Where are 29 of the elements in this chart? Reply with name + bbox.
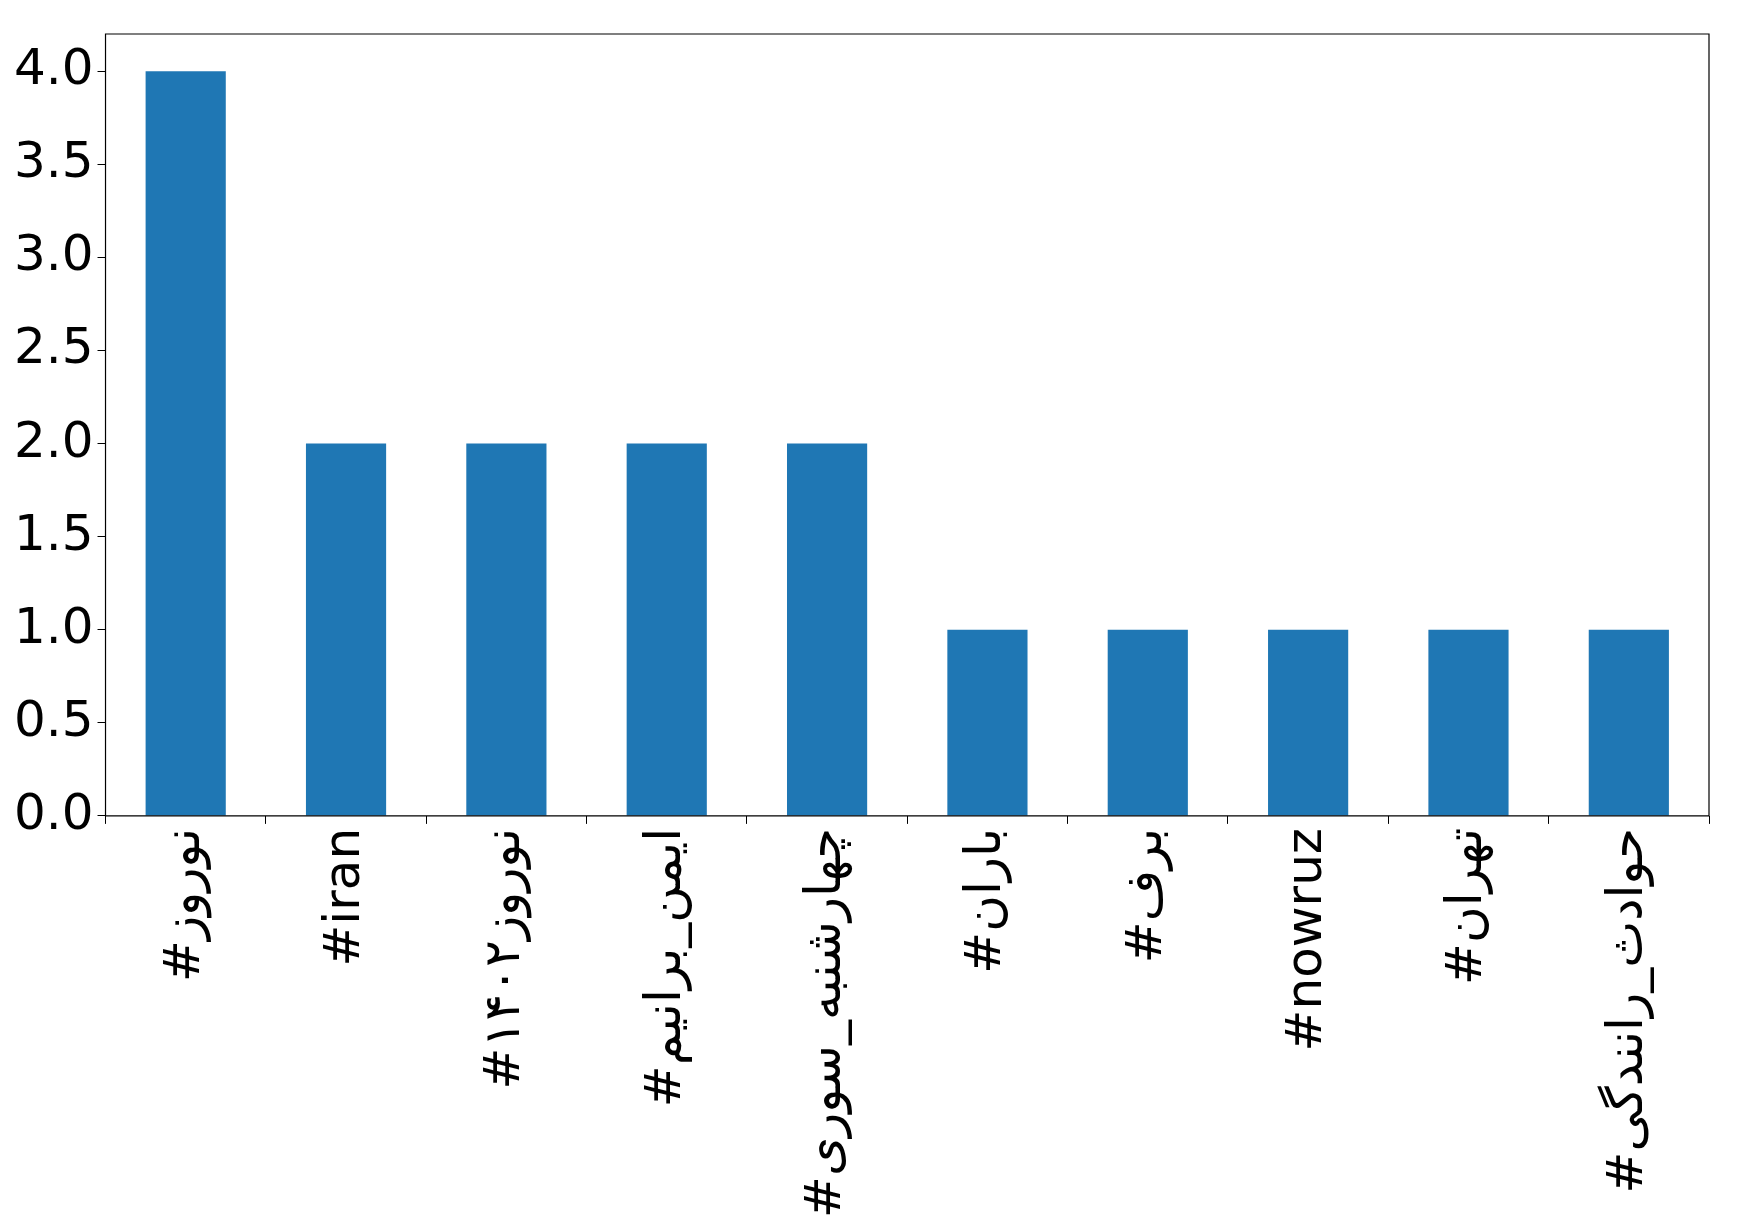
y-tick-label: 0.5 xyxy=(13,689,94,748)
x-tick-label: #nowruz xyxy=(1275,827,1334,1052)
x-tick-label: #ایمن_برانیم xyxy=(633,827,692,1108)
y-tick-label: 2.5 xyxy=(13,317,94,376)
x-tick-label: #تهران xyxy=(1435,827,1495,985)
y-tick-label: 0.0 xyxy=(13,782,94,841)
y-tick-label: 1.5 xyxy=(13,503,94,562)
x-tick-label: #نوروز xyxy=(152,827,212,982)
x-tick-label: #برف xyxy=(1114,827,1173,964)
bar xyxy=(305,443,387,816)
bar xyxy=(947,629,1028,816)
x-tick-label: #چهارشنبه_سوری xyxy=(794,827,854,1219)
y-tick-label: 4.0 xyxy=(13,38,94,97)
bar xyxy=(145,71,226,816)
x-tick-label: #نوروز۱۴۰۲ xyxy=(473,827,533,1090)
x-tick-label: #iran xyxy=(313,827,372,967)
x-tick-label: #حوادث_رانندگی xyxy=(1595,827,1654,1194)
x-tick-label: #باران xyxy=(954,827,1013,974)
bar xyxy=(626,443,707,816)
y-tick-label: 1.0 xyxy=(13,596,94,655)
bar xyxy=(1268,629,1349,816)
bar xyxy=(1588,629,1669,816)
y-tick-label: 2.0 xyxy=(13,410,94,469)
bar xyxy=(1428,629,1509,816)
bar xyxy=(466,443,547,816)
y-tick-label: 3.5 xyxy=(13,131,94,190)
y-tick-label: 3.0 xyxy=(13,224,94,283)
bar xyxy=(1107,629,1188,816)
bar xyxy=(787,443,868,816)
